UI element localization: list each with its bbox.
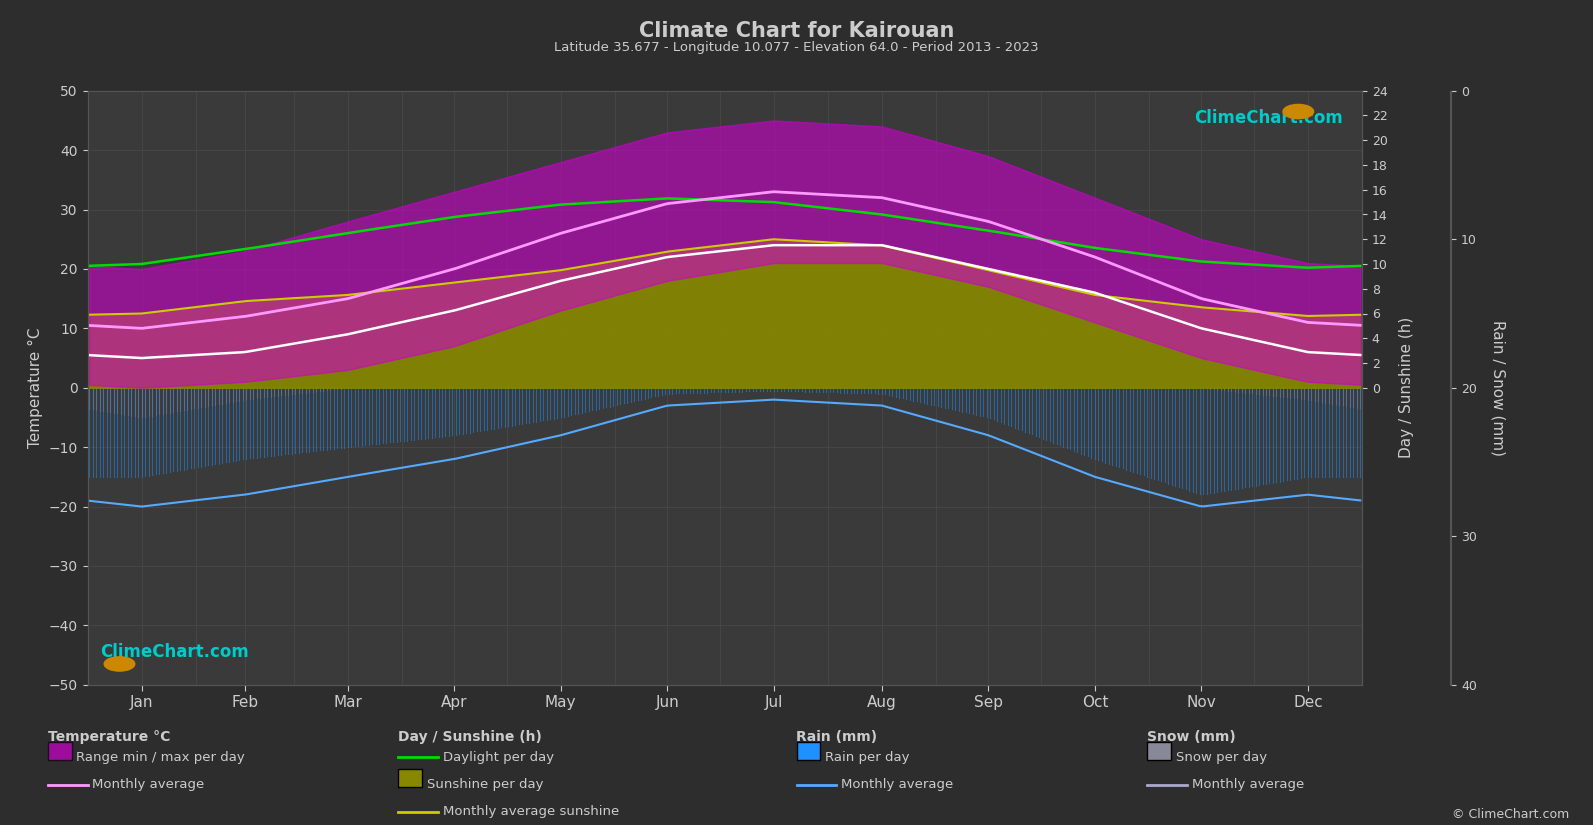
Text: Temperature °C: Temperature °C (48, 730, 170, 744)
Text: Rain (mm): Rain (mm) (796, 730, 878, 744)
Text: Snow per day: Snow per day (1176, 751, 1266, 764)
Y-axis label: Rain / Snow (mm): Rain / Snow (mm) (1491, 320, 1505, 455)
Text: Daylight per day: Daylight per day (443, 751, 554, 764)
Text: © ClimeChart.com: © ClimeChart.com (1451, 808, 1569, 821)
Text: ClimeChart.com: ClimeChart.com (1195, 109, 1343, 126)
Text: Rain per day: Rain per day (825, 751, 910, 764)
Y-axis label: Temperature °C: Temperature °C (29, 328, 43, 448)
Text: Range min / max per day: Range min / max per day (76, 751, 245, 764)
Circle shape (1282, 105, 1314, 119)
Text: Latitude 35.677 - Longitude 10.077 - Elevation 64.0 - Period 2013 - 2023: Latitude 35.677 - Longitude 10.077 - Ele… (554, 41, 1039, 54)
Text: Monthly average: Monthly average (841, 778, 953, 791)
Text: ClimeChart.com: ClimeChart.com (100, 643, 249, 661)
Circle shape (104, 657, 135, 671)
Text: Monthly average sunshine: Monthly average sunshine (443, 805, 620, 818)
Text: Day / Sunshine (h): Day / Sunshine (h) (398, 730, 542, 744)
Text: Snow (mm): Snow (mm) (1147, 730, 1236, 744)
Text: Monthly average: Monthly average (92, 778, 204, 791)
Y-axis label: Day / Sunshine (h): Day / Sunshine (h) (1399, 317, 1413, 459)
Text: Sunshine per day: Sunshine per day (427, 778, 543, 791)
Text: Monthly average: Monthly average (1192, 778, 1303, 791)
Text: Climate Chart for Kairouan: Climate Chart for Kairouan (639, 21, 954, 40)
